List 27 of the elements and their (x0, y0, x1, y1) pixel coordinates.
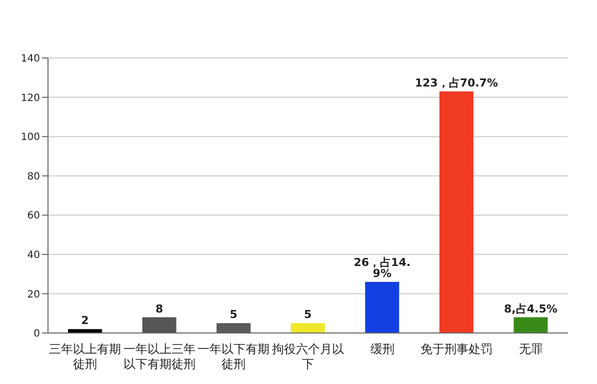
y-tick-label: 80 (27, 171, 40, 182)
y-tick-label: 20 (27, 289, 40, 300)
bar (514, 317, 548, 333)
y-tick-label: 40 (27, 250, 40, 261)
x-tick-label: 缓刑 (370, 342, 394, 356)
x-tick-label: 拘役六个月以下 (272, 342, 344, 371)
x-tick-label: 免于刑事处罚 (420, 342, 493, 356)
bar (439, 91, 474, 333)
data-label: 5 (304, 308, 312, 322)
data-label: 8 (155, 302, 164, 316)
x-tick-label: 一年以下有期徒刑 (198, 342, 270, 371)
data-label: 2 (81, 314, 89, 328)
y-tick-label: 140 (20, 54, 40, 65)
bar (365, 282, 400, 333)
data-label: 5 (230, 308, 238, 322)
y-tick-label: 60 (27, 210, 40, 222)
data-label: 123，占70.7% (414, 76, 498, 90)
y-tick-label: 0 (34, 328, 40, 340)
y-tick-label: 100 (20, 132, 40, 144)
x-tick-label: 无罪 (518, 342, 543, 356)
data-label: 8,占4.5% (504, 302, 558, 316)
x-tick-label: 一年以上三年以下有期徒刑 (123, 342, 196, 371)
bar (142, 317, 176, 333)
data-label: 26，占14. 9% (354, 256, 411, 280)
y-tick-label: 120 (20, 92, 40, 104)
x-tick-label: 三年以上有期徒刑 (49, 342, 122, 371)
bar (290, 323, 325, 333)
